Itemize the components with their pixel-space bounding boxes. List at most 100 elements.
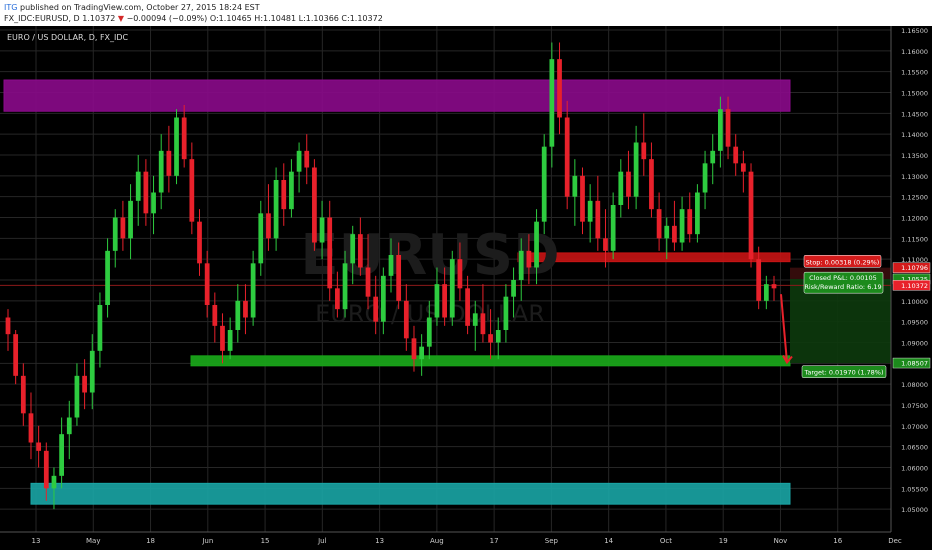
candle-body[interactable] — [587, 200, 593, 222]
candle-body[interactable] — [434, 284, 440, 318]
candle-body[interactable] — [419, 346, 425, 360]
candle-body[interactable] — [718, 109, 723, 151]
candle-body[interactable] — [312, 167, 317, 243]
candle-body[interactable] — [357, 234, 363, 268]
candle-body[interactable] — [541, 146, 547, 222]
candle-body[interactable] — [227, 330, 233, 351]
zone-teal[interactable] — [30, 482, 791, 505]
candle-body[interactable] — [181, 117, 187, 160]
candle-body[interactable] — [235, 300, 241, 330]
candle-body[interactable] — [243, 300, 248, 318]
candle-body[interactable] — [388, 255, 394, 276]
candle-body[interactable] — [212, 305, 218, 326]
candle-body[interactable] — [472, 313, 478, 326]
candle-body[interactable] — [618, 171, 624, 205]
candle-body[interactable] — [771, 284, 777, 289]
candle-body[interactable] — [488, 334, 493, 343]
candle-body[interactable] — [89, 350, 95, 393]
candle-body[interactable] — [426, 317, 432, 347]
candle-body[interactable] — [74, 375, 80, 418]
candle-body[interactable] — [641, 142, 647, 160]
candle-body[interactable] — [289, 171, 294, 210]
candle-body[interactable] — [5, 317, 11, 335]
trade-arrow-line[interactable] — [780, 294, 788, 363]
candle-body[interactable] — [20, 375, 26, 414]
candle-body[interactable] — [442, 284, 447, 318]
candle-body[interactable] — [36, 442, 42, 451]
candle-body[interactable] — [197, 221, 202, 264]
candle-body[interactable] — [740, 163, 746, 172]
stop-label-bg[interactable] — [803, 255, 882, 268]
candle-body[interactable] — [174, 117, 179, 176]
candle-body[interactable] — [495, 330, 501, 343]
candle-body[interactable] — [763, 284, 769, 301]
candle-body[interactable] — [610, 205, 616, 251]
candle-body[interactable] — [580, 175, 585, 222]
candle-body[interactable] — [733, 146, 739, 164]
price-tag-target[interactable] — [892, 357, 931, 369]
candle-body[interactable] — [66, 417, 72, 435]
candle-body[interactable] — [702, 163, 708, 193]
candle-body[interactable] — [166, 150, 172, 176]
time-axis-bg[interactable] — [0, 532, 932, 550]
target-label-bg[interactable] — [801, 365, 887, 378]
candle-body[interactable] — [679, 209, 685, 243]
candle-body[interactable] — [151, 192, 156, 214]
candle-body[interactable] — [112, 217, 118, 251]
zone-purple[interactable] — [3, 79, 791, 112]
candle-body[interactable] — [266, 213, 271, 239]
candle-body[interactable] — [51, 475, 57, 489]
candle-body[interactable] — [135, 171, 141, 201]
candle-body[interactable] — [549, 59, 555, 147]
candle-body[interactable] — [564, 117, 570, 197]
candle-body[interactable] — [725, 109, 731, 147]
candle-body[interactable] — [319, 217, 325, 243]
price-tag-last[interactable] — [892, 280, 931, 291]
candle-body[interactable] — [296, 150, 302, 172]
candle-body[interactable] — [250, 263, 256, 318]
candle-body[interactable] — [220, 325, 225, 351]
candle-body[interactable] — [465, 288, 470, 326]
pnl-box[interactable] — [803, 271, 884, 294]
candle-body[interactable] — [449, 259, 455, 318]
candle-body[interactable] — [687, 209, 693, 235]
candle-body[interactable] — [457, 259, 463, 289]
candle-body[interactable] — [557, 59, 562, 118]
candle-body[interactable] — [13, 334, 19, 376]
candle-body[interactable] — [342, 263, 348, 310]
candle-body[interactable] — [595, 200, 601, 239]
price-tag-stop[interactable] — [892, 262, 931, 273]
candle-body[interactable] — [534, 221, 539, 268]
candle-body[interactable] — [128, 200, 133, 239]
candle-body[interactable] — [28, 413, 34, 443]
candle-body[interactable] — [603, 238, 608, 251]
candle-body[interactable] — [327, 217, 333, 289]
candle-body[interactable] — [572, 175, 578, 197]
candle-body[interactable] — [120, 217, 126, 239]
candle-body[interactable] — [511, 280, 516, 297]
candle-body[interactable] — [273, 180, 279, 239]
candle-body[interactable] — [633, 142, 639, 197]
candle-body[interactable] — [204, 263, 210, 305]
candle-body[interactable] — [59, 434, 64, 476]
candle-body[interactable] — [748, 171, 754, 260]
candle-body[interactable] — [403, 300, 409, 339]
candle-body[interactable] — [43, 450, 49, 489]
candle-body[interactable] — [82, 375, 87, 393]
candle-body[interactable] — [189, 159, 195, 222]
candle-body[interactable] — [158, 150, 164, 193]
candle-body[interactable] — [258, 213, 264, 264]
candle-body[interactable] — [105, 250, 110, 305]
candle-body[interactable] — [503, 296, 509, 330]
candle-body[interactable] — [710, 150, 716, 164]
publisher-name[interactable]: ITG — [4, 3, 18, 12]
candle-body[interactable] — [396, 255, 402, 301]
candle-body[interactable] — [380, 275, 386, 322]
candle-body[interactable] — [695, 192, 700, 235]
chart-area[interactable]: EURUSD EURO / US DOLLAR Stop: 0.00318 (0… — [0, 26, 932, 550]
candle-body[interactable] — [373, 296, 379, 322]
candle-body[interactable] — [304, 150, 310, 168]
candlestick-chart[interactable]: EURUSD EURO / US DOLLAR Stop: 0.00318 (0… — [0, 26, 932, 550]
candle-body[interactable] — [649, 159, 654, 210]
candle-body[interactable] — [518, 250, 524, 280]
